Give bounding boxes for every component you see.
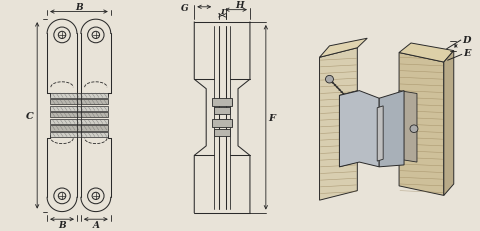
Bar bbox=[50, 119, 108, 125]
Text: F: F bbox=[268, 113, 275, 122]
Bar bbox=[50, 126, 108, 131]
Bar bbox=[50, 93, 108, 98]
Polygon shape bbox=[320, 39, 367, 58]
Text: A: A bbox=[92, 220, 99, 229]
Bar bbox=[214, 129, 230, 137]
Text: C: C bbox=[26, 111, 34, 120]
Text: G: G bbox=[180, 4, 188, 13]
Polygon shape bbox=[379, 91, 404, 167]
Text: B: B bbox=[58, 220, 66, 229]
Text: D: D bbox=[463, 36, 471, 45]
Text: B: B bbox=[75, 3, 83, 12]
Polygon shape bbox=[339, 91, 379, 167]
Text: I: I bbox=[220, 8, 224, 15]
Bar bbox=[212, 120, 232, 127]
Text: E: E bbox=[464, 49, 471, 58]
Polygon shape bbox=[399, 53, 444, 196]
Polygon shape bbox=[320, 49, 357, 200]
Bar bbox=[212, 99, 232, 106]
Polygon shape bbox=[399, 91, 417, 162]
Bar bbox=[50, 100, 108, 105]
Bar bbox=[50, 106, 108, 112]
Bar bbox=[214, 107, 230, 115]
Text: H: H bbox=[235, 1, 243, 10]
Polygon shape bbox=[399, 44, 454, 63]
Circle shape bbox=[410, 125, 418, 133]
Circle shape bbox=[325, 76, 334, 84]
Polygon shape bbox=[339, 91, 357, 167]
Polygon shape bbox=[444, 51, 454, 196]
Bar bbox=[50, 113, 108, 118]
Bar bbox=[50, 132, 108, 137]
Polygon shape bbox=[377, 106, 383, 161]
